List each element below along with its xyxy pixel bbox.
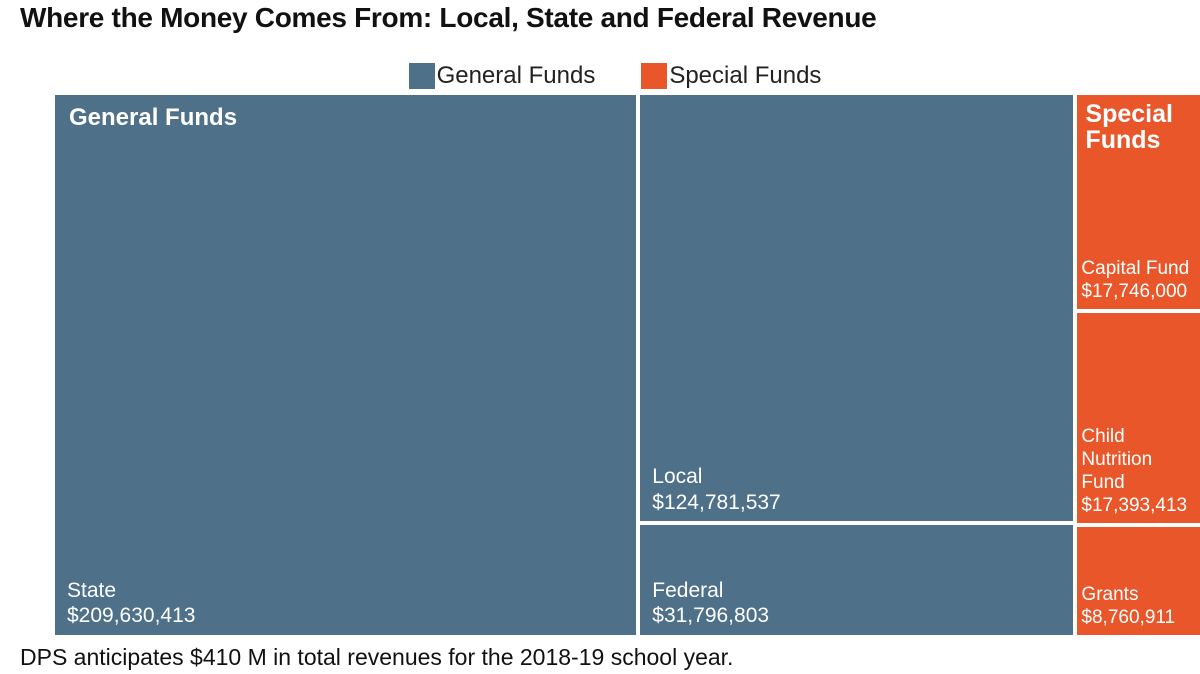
legend-item: Special Funds	[641, 62, 821, 90]
cell-value: $8,760,911	[1081, 606, 1176, 628]
cell-name: Federal	[652, 578, 724, 602]
annotation: DPS anticipates $410 M in total revenues…	[20, 644, 734, 670]
legend-swatch	[641, 63, 668, 89]
treemap-cell: State $209,630,413	[55, 95, 637, 635]
group-header: General Funds	[69, 104, 238, 131]
treemap-cell: Federal $31,796,803	[640, 525, 1074, 635]
treemap-cell: Local $124,781,537	[640, 95, 1074, 522]
cell-name: State	[67, 578, 117, 602]
cell-value: $31,796,803	[652, 604, 770, 628]
legend-swatch	[408, 63, 435, 89]
cell-value: $124,781,537	[652, 490, 781, 514]
cell-value: $17,393,413	[1081, 495, 1188, 517]
chart-title: Where the Money Comes From: Local, State…	[20, 2, 877, 33]
cell-label: Local $124,781,537	[652, 464, 1071, 515]
cell-label: Grants $8,760,911	[1081, 583, 1198, 629]
cell-value: $209,630,413	[67, 604, 196, 628]
legend-label: General Funds	[436, 62, 596, 89]
cell-label: Federal $31,796,803	[652, 578, 1071, 629]
treemap-cell: Capital Fund $17,746,000	[1077, 95, 1200, 310]
cell-label: State $209,630,413	[67, 578, 634, 629]
treemap-cell: Grants $8,760,911	[1077, 527, 1200, 635]
legend: General Funds Special Funds	[0, 62, 1200, 90]
cell-name: Child Nutrition Fund	[1081, 425, 1153, 493]
cell-name: Grants	[1081, 583, 1139, 605]
legend-item: General Funds	[408, 62, 596, 90]
cell-value: $17,746,000	[1081, 281, 1188, 303]
treemap-cell: Child Nutrition Fund $17,393,413	[1077, 313, 1200, 524]
cell-name: Capital Fund	[1081, 257, 1190, 279]
group-header: Special Funds	[1085, 100, 1173, 155]
cell-label: Child Nutrition Fund $17,393,413	[1081, 425, 1198, 518]
cell-name: Local	[652, 465, 703, 489]
cell-label: Capital Fund $17,746,000	[1081, 257, 1198, 303]
legend-label: Special Funds	[669, 62, 822, 89]
